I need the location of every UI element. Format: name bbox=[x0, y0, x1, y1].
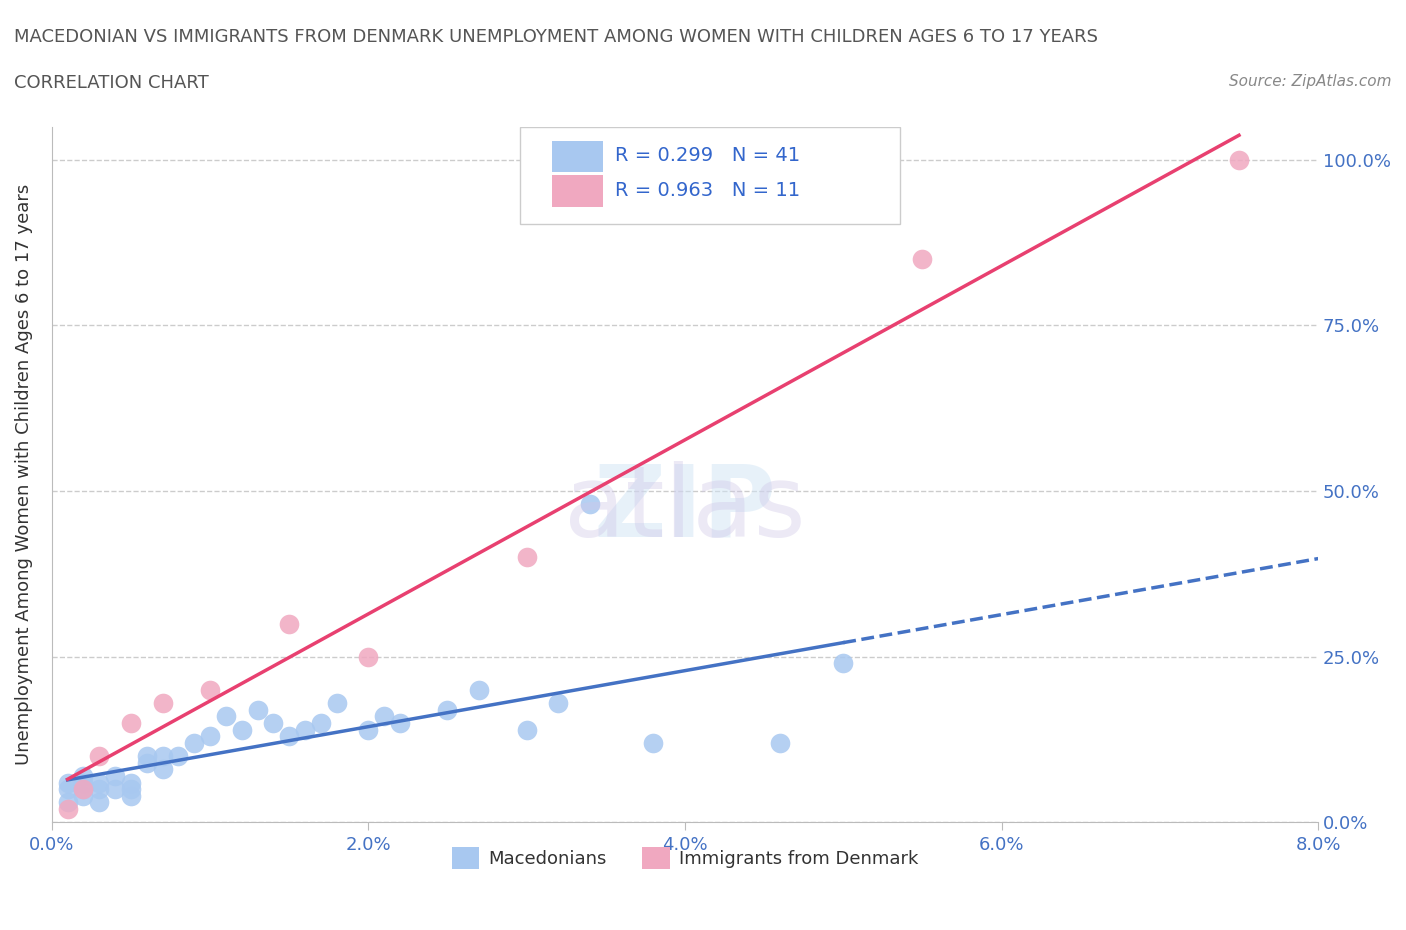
Point bbox=[357, 723, 380, 737]
Point bbox=[104, 768, 127, 783]
Text: CORRELATION CHART: CORRELATION CHART bbox=[14, 74, 209, 92]
Point bbox=[769, 736, 792, 751]
Point bbox=[231, 723, 253, 737]
Point bbox=[294, 723, 316, 737]
Point bbox=[120, 789, 142, 804]
Point bbox=[325, 696, 347, 711]
Point bbox=[104, 782, 127, 797]
Point bbox=[516, 723, 538, 737]
Point bbox=[183, 736, 205, 751]
Point bbox=[120, 782, 142, 797]
Point bbox=[911, 252, 934, 267]
Text: ZIP: ZIP bbox=[593, 460, 776, 558]
Point bbox=[643, 736, 665, 751]
Point bbox=[56, 776, 79, 790]
Point bbox=[436, 702, 458, 717]
Point bbox=[152, 749, 174, 764]
Point bbox=[309, 715, 332, 730]
Point bbox=[373, 709, 395, 724]
Bar bbox=[553, 175, 603, 206]
Point bbox=[72, 776, 94, 790]
Text: R = 0.299   N = 41: R = 0.299 N = 41 bbox=[616, 146, 800, 166]
Point bbox=[468, 683, 491, 698]
Point bbox=[167, 749, 190, 764]
Point bbox=[388, 715, 411, 730]
Y-axis label: Unemployment Among Women with Children Ages 6 to 17 years: Unemployment Among Women with Children A… bbox=[15, 184, 32, 765]
Point bbox=[56, 795, 79, 810]
Point bbox=[1227, 153, 1250, 167]
Text: atlas: atlas bbox=[564, 460, 806, 558]
Point bbox=[246, 702, 269, 717]
Point bbox=[198, 729, 221, 744]
Point bbox=[198, 683, 221, 698]
Point bbox=[215, 709, 238, 724]
Text: Source: ZipAtlas.com: Source: ZipAtlas.com bbox=[1229, 74, 1392, 89]
Point bbox=[89, 795, 111, 810]
Bar bbox=[553, 140, 603, 172]
Point bbox=[516, 550, 538, 565]
Point bbox=[357, 649, 380, 664]
Point bbox=[579, 497, 602, 512]
Text: MACEDONIAN VS IMMIGRANTS FROM DENMARK UNEMPLOYMENT AMONG WOMEN WITH CHILDREN AGE: MACEDONIAN VS IMMIGRANTS FROM DENMARK UN… bbox=[14, 28, 1098, 46]
Point bbox=[72, 782, 94, 797]
Point bbox=[89, 782, 111, 797]
Point bbox=[152, 762, 174, 777]
Point bbox=[832, 656, 855, 671]
Point bbox=[278, 729, 301, 744]
Point bbox=[72, 768, 94, 783]
Point bbox=[120, 715, 142, 730]
Point bbox=[547, 696, 569, 711]
Point bbox=[278, 617, 301, 631]
FancyBboxPatch shape bbox=[520, 126, 900, 224]
Point bbox=[135, 755, 157, 770]
Text: R = 0.963   N = 11: R = 0.963 N = 11 bbox=[616, 181, 800, 200]
Point bbox=[262, 715, 284, 730]
Point bbox=[89, 776, 111, 790]
Point bbox=[56, 782, 79, 797]
Legend: Macedonians, Immigrants from Denmark: Macedonians, Immigrants from Denmark bbox=[444, 840, 925, 876]
Point bbox=[152, 696, 174, 711]
Point bbox=[72, 782, 94, 797]
Point bbox=[89, 749, 111, 764]
Point bbox=[120, 776, 142, 790]
Point bbox=[135, 749, 157, 764]
Point bbox=[56, 802, 79, 817]
Point bbox=[72, 789, 94, 804]
